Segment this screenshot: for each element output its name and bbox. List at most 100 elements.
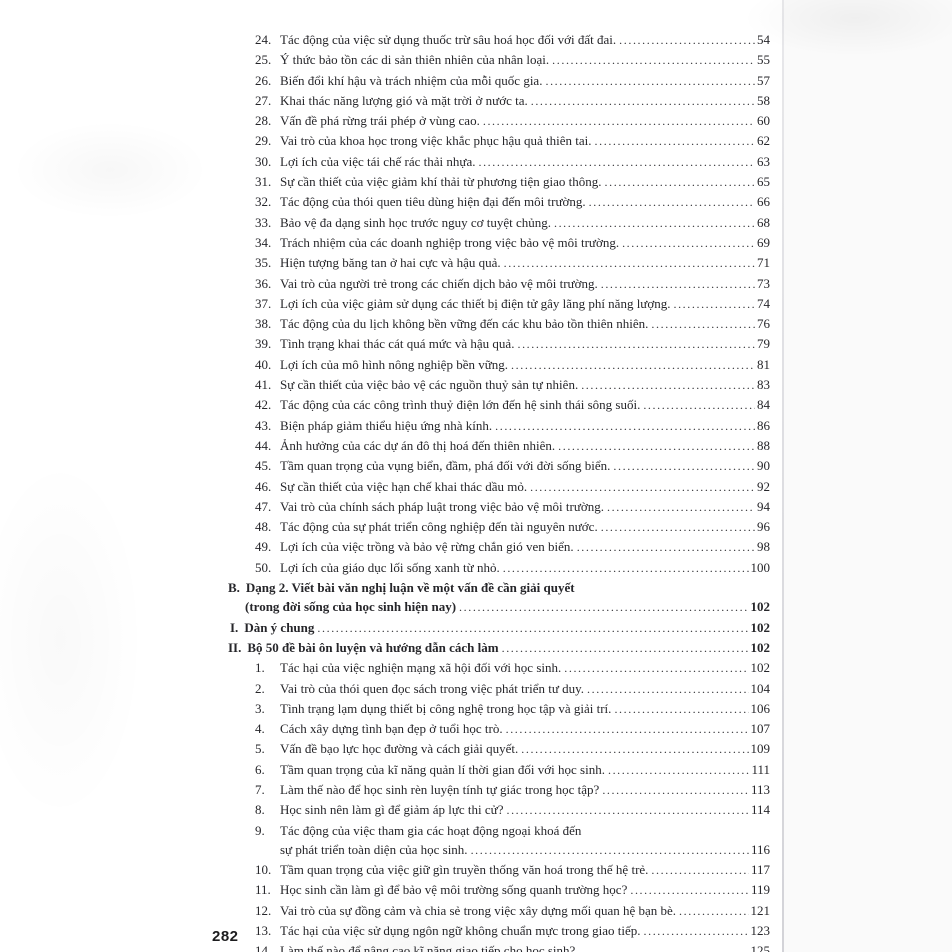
toc-entry-number: 3. <box>255 700 265 716</box>
toc-entry-number: 34. <box>255 234 272 250</box>
dot-leader <box>506 800 748 820</box>
dot-leader <box>578 941 748 952</box>
toc-entry: 28. Vấn đề phá rừng trái phép ở vùng cao.… <box>228 111 770 131</box>
toc-entry: 6. Tầm quan trọng của kĩ năng quản lí thờ… <box>228 760 770 780</box>
toc-entry-page: 55 <box>757 52 770 68</box>
toc-entry-title: Tác hại của việc sử dụng ngôn ngữ không … <box>280 923 641 939</box>
toc-entry-title: Vai trò của khoa học trong việc khắc phụ… <box>280 133 592 149</box>
toc-entry-page: 125 <box>750 943 771 952</box>
dot-leader <box>614 699 748 719</box>
dot-leader <box>605 172 755 192</box>
toc-entry-page: 69 <box>757 234 770 250</box>
toc-entry-title: Tác động của việc tham gia các hoạt động… <box>280 822 582 838</box>
toc-entry: 31. Sự cần thiết của việc giảm khí thải t… <box>228 172 770 192</box>
toc-entry-page: 58 <box>757 92 770 108</box>
toc-entry: 26. Biến đổi khí hậu và trách nhiệm của m… <box>228 71 770 91</box>
dot-leader <box>619 30 755 50</box>
toc-entry: 2. Vai trò của thói quen đọc sách trong v… <box>228 679 770 699</box>
toc-entry-page: 117 <box>750 862 770 878</box>
toc-entry-page: 96 <box>757 519 770 535</box>
toc-entry: 25. Ý thức bảo tồn các di sản thiên nhiên… <box>228 50 770 70</box>
toc-entry-number: 32. <box>255 194 272 210</box>
toc-entry-number: 8. <box>255 802 265 818</box>
toc-entry-title: Vai trò của thói quen đọc sách trong việ… <box>280 680 585 696</box>
toc-entry: 36. Vai trò của người trẻ trong các chiến… <box>228 274 770 294</box>
toc-entry-page: 71 <box>757 255 770 271</box>
toc-entry-page: 106 <box>750 700 771 716</box>
toc-entry: 9. Tác động của việc tham gia các hoạt độ… <box>228 821 770 840</box>
toc-entry-title: Khai thác năng lượng gió và mặt trời ở n… <box>280 92 528 108</box>
toc-entry: 49. Lợi ích của việc trồng và bảo vệ rừng… <box>228 537 770 557</box>
toc-entry-title: Tác động của thói quen tiêu dùng hiện đạ… <box>280 194 586 210</box>
toc-entry-number: 11. <box>255 882 271 898</box>
toc-entry: 43. Biện pháp giảm thiểu hiệu ứng nhà kín… <box>228 416 770 436</box>
toc-entry-page: 68 <box>757 214 770 230</box>
dot-leader <box>595 131 755 151</box>
toc-entry: 12. Vai trò của sự đồng cảm và chia sẻ tr… <box>228 901 770 921</box>
toc-entry-title: Lợi ích của giáo dục lối sống xanh từ nh… <box>280 559 500 575</box>
dot-leader <box>651 314 755 334</box>
toc-entry-page: 66 <box>757 194 770 210</box>
toc-entry-page: 63 <box>757 153 770 169</box>
toc-entry: 38. Tác động của du lịch không bền vững đ… <box>228 314 770 334</box>
toc-section-heading-continuation: (trong đời sống của học sinh hiện nay) 10… <box>228 597 770 617</box>
subsection-title: Dàn ý chung <box>244 619 315 635</box>
toc-entry-title: Sự cần thiết của việc bảo vệ các nguồn t… <box>280 377 579 393</box>
toc-entry: 5. Vấn đề bạo lực học đường và cách giải … <box>228 739 770 759</box>
toc-entry-page: 62 <box>757 133 770 149</box>
toc-entry-title: Lợi ích của việc tái chế rác thải nhựa. <box>280 153 476 169</box>
dot-leader <box>317 618 748 638</box>
subsection-label: II. <box>228 639 242 655</box>
dot-leader <box>643 395 755 415</box>
toc-entry: 47. Vai trò của chính sách pháp luật tron… <box>228 497 770 517</box>
toc-entry-title: Lợi ích của việc giảm sử dụng các thiết … <box>280 295 671 311</box>
toc-entry-page: 76 <box>757 316 770 332</box>
toc-entry-page: 86 <box>757 417 770 433</box>
toc-entry-number: 31. <box>255 174 272 190</box>
toc-entry-number: 45. <box>255 458 272 474</box>
toc-entry-number: 39. <box>255 336 272 352</box>
toc-entry-number: 49. <box>255 539 272 555</box>
toc-entry-page: 100 <box>750 559 771 575</box>
toc-entry-number: 1. <box>255 660 265 676</box>
toc-entry: 10. Tầm quan trọng của việc giữ gìn truyề… <box>228 860 770 880</box>
dot-leader <box>622 233 755 253</box>
toc-entry-number: 24. <box>255 32 272 47</box>
toc-entry-page: 84 <box>757 397 770 413</box>
dot-leader <box>581 375 755 395</box>
toc-entry-page: 88 <box>757 437 770 453</box>
toc-entry-title: Tình trạng lạm dụng thiết bị công nghệ t… <box>280 700 612 716</box>
toc-entry-number: 14. <box>255 943 272 952</box>
toc-entry: 40. Lợi ích của mô hình nông nghiệp bền v… <box>228 355 770 375</box>
toc-entry: 35. Hiện tượng băng tan ở hai cực và hậu … <box>228 253 770 273</box>
toc-entry-number: 10. <box>255 862 272 878</box>
toc-entry-title: Tình trạng khai thác cát quá mức và hậu … <box>280 336 515 352</box>
toc-entry: 33. Bảo vệ đa dạng sinh học trước nguy cơ… <box>228 213 770 233</box>
toc-entry-title: Sự cần thiết của việc giảm khí thải từ p… <box>280 174 602 190</box>
dot-leader <box>577 537 755 557</box>
toc-entry-page: 116 <box>750 841 770 857</box>
toc-entry: 48. Tác động của sự phát triển công nghiệ… <box>228 517 770 537</box>
toc-entry-title: Tác động của sự phát triển công nghiệp đ… <box>280 519 598 535</box>
toc-entry: 4. Cách xây dựng tình bạn đẹp ở tuổi học … <box>228 719 770 739</box>
toc-entry: 39. Tình trạng khai thác cát quá mức và h… <box>228 334 770 354</box>
toc-entry-title: Lợi ích của mô hình nông nghiệp bền vững… <box>280 356 509 372</box>
toc-entry-number: 33. <box>255 214 272 230</box>
toc-entry-number: 42. <box>255 397 272 413</box>
toc-entry-title: Tác động của các công trình thuỷ điện lớ… <box>280 397 641 413</box>
dot-leader <box>651 860 749 880</box>
toc-entry-number: 28. <box>255 113 272 129</box>
toc-entry-page: 90 <box>757 458 770 474</box>
toc-entry-number: 26. <box>255 72 272 88</box>
toc-entry-title: Sự cần thiết của việc hạn chế khai thác … <box>280 478 528 494</box>
toc-entry-page: 111 <box>751 761 770 777</box>
toc-entry: 30. Lợi ích của việc tái chế rác thải nhự… <box>228 152 770 172</box>
dot-leader <box>504 253 755 273</box>
toc-entry-number: 38. <box>255 316 272 332</box>
toc-entry-page: 109 <box>750 741 771 757</box>
toc-entry: 14. Làm thế nào để nâng cao kĩ năng giao … <box>228 941 770 952</box>
dot-leader <box>483 111 755 131</box>
dot-leader <box>601 517 755 537</box>
page-edge-line <box>782 0 784 952</box>
